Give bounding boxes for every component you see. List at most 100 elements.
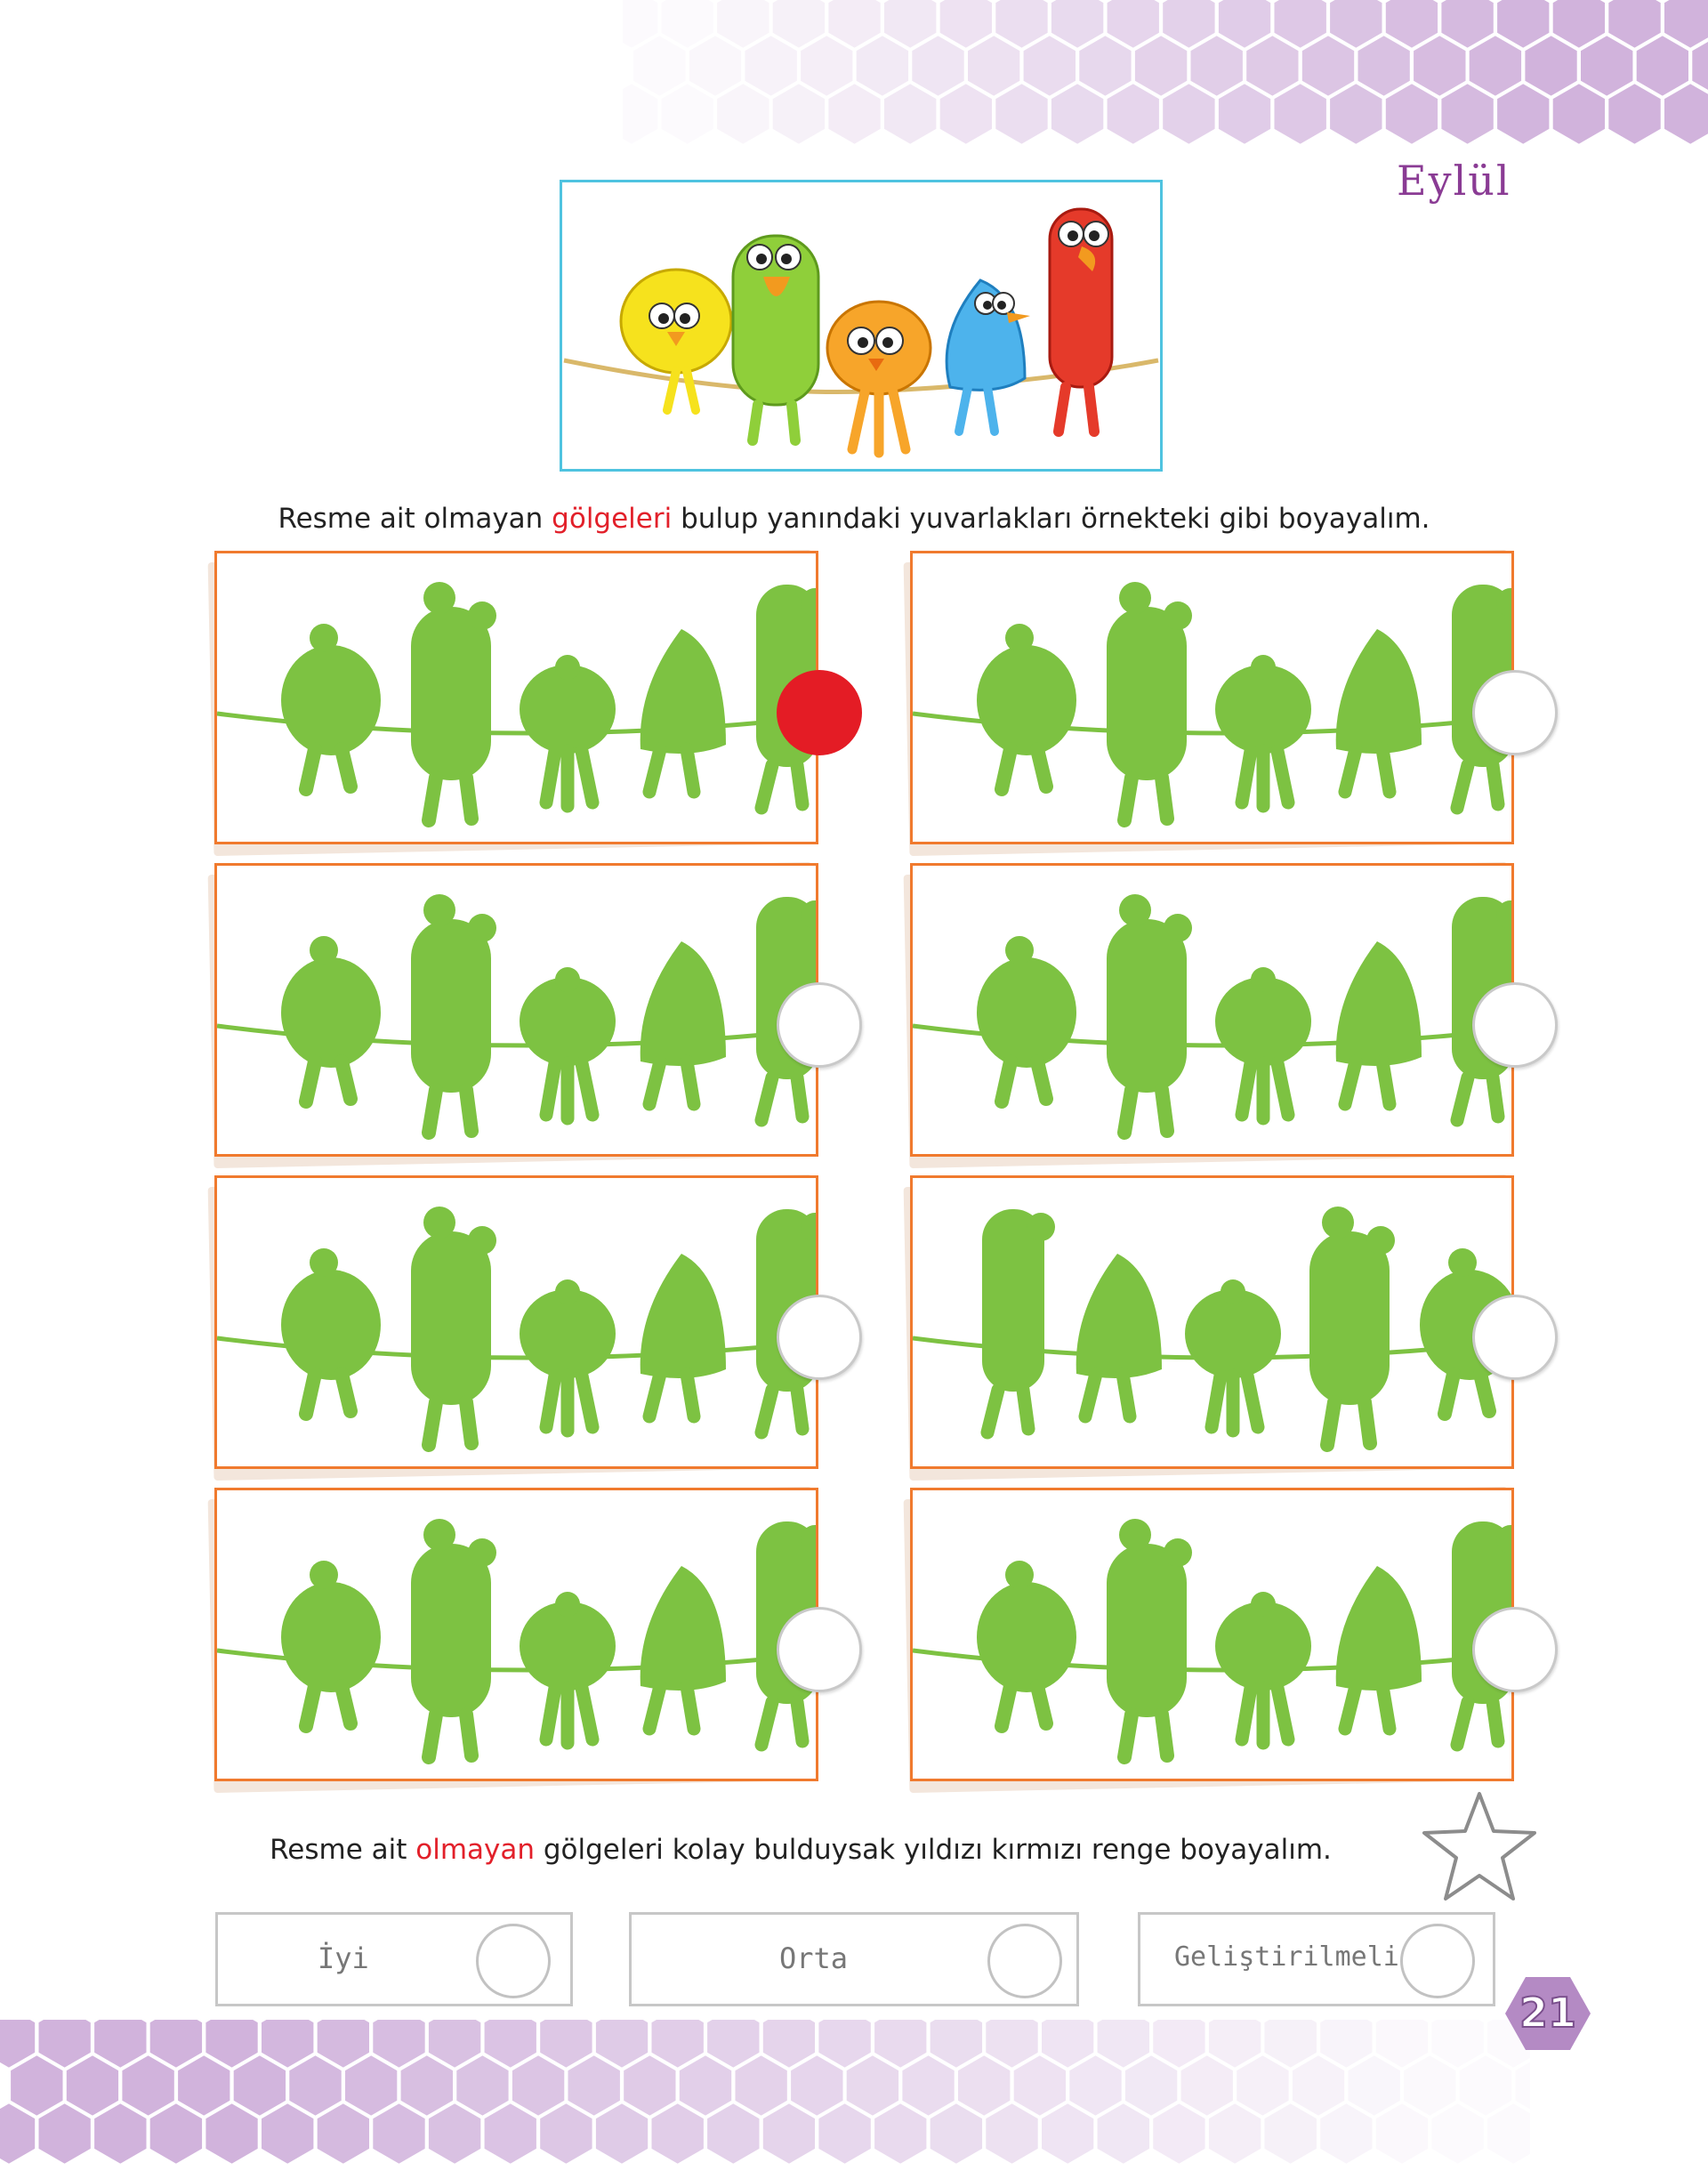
silhouette-tall-bird <box>411 1519 496 1764</box>
shadow-panel <box>214 1488 818 1781</box>
hexagon-shape <box>1103 79 1163 149</box>
answer-circle[interactable] <box>1472 1607 1558 1692</box>
hexagon-shape <box>1159 79 1219 149</box>
answer-circle-marked[interactable] <box>777 670 862 755</box>
hexagon-shape <box>369 2099 429 2168</box>
hexagon-shape <box>936 79 995 149</box>
star-outline-icon[interactable] <box>1419 1788 1540 1906</box>
hexagon-shape <box>1688 37 1708 94</box>
page-number: 21 <box>1519 1989 1576 2037</box>
answer-circle[interactable] <box>1472 1295 1558 1380</box>
hexagon-shape <box>35 2099 94 2168</box>
silhouette-pointy-bird <box>640 629 726 799</box>
silhouette-tall-bird <box>1309 1207 1395 1452</box>
blue-bird <box>945 278 1030 436</box>
shadow-panel <box>910 1175 1514 1469</box>
rating-medium-circle[interactable] <box>987 1924 1062 1998</box>
silhouette-pointy-bird <box>1076 1254 1162 1424</box>
rating-medium[interactable]: Orta <box>629 1912 1079 2006</box>
silhouette-round-bird <box>977 624 1076 796</box>
silhouette-round-bird <box>281 1561 381 1733</box>
month-title: Eylül <box>1397 157 1511 205</box>
answer-circle[interactable] <box>777 982 862 1068</box>
silhouette-pointy-bird <box>640 1254 726 1424</box>
shadow-panel <box>910 863 1514 1157</box>
rating-improve-circle[interactable] <box>1400 1924 1475 1998</box>
hexagon-shape <box>1382 79 1442 149</box>
hexagon-shape <box>480 2099 540 2168</box>
instruction-text-end: bulup yanındaki yuvarlakları örnekteki g… <box>672 503 1430 535</box>
silhouette-round-bird <box>281 624 381 796</box>
silhouette-pointy-bird <box>1335 1566 1422 1736</box>
answer-circle[interactable] <box>1472 982 1558 1068</box>
silhouette-tall-bird <box>1107 1519 1192 1764</box>
silhouette-pointy-bird <box>640 1566 726 1736</box>
green-bird <box>731 234 820 446</box>
hexagon-shape <box>1038 2099 1098 2168</box>
hexagon-shape <box>1214 79 1275 149</box>
silhouette-round-bird <box>281 936 381 1109</box>
answer-circle[interactable] <box>777 1607 862 1692</box>
hexagon-shape <box>1261 2099 1320 2168</box>
silhouette-round-bird <box>281 1248 381 1421</box>
silhouette-small-bird <box>1215 1592 1311 1750</box>
hexagon-shape <box>592 2099 652 2168</box>
hexagon-shape <box>713 79 773 149</box>
shadow-panel <box>214 551 818 844</box>
rating-good-circle[interactable] <box>476 1924 551 1998</box>
shadow-panel <box>214 1175 818 1469</box>
hexagon-shape <box>1661 79 1708 149</box>
hexagon-shape <box>926 2099 987 2168</box>
silhouette-pointy-bird <box>640 941 726 1111</box>
hexagon-shape <box>1204 2099 1265 2168</box>
rating-improve[interactable]: Geliştirilmeli <box>1138 1912 1495 2006</box>
silhouette-tall-bird <box>411 582 496 827</box>
silhouette-small-bird <box>1215 967 1311 1126</box>
instruction-text: Resme ait olmayan <box>278 503 552 535</box>
rating-good[interactable]: İyi <box>215 1912 573 2006</box>
rating-good-label: İyi <box>318 1941 369 1975</box>
orange-bird <box>826 300 932 458</box>
hexagon-shape <box>648 2099 707 2168</box>
hexagon-pattern-top <box>623 0 1708 149</box>
silhouette-tall-bird <box>411 1207 496 1452</box>
answer-circle[interactable] <box>1472 670 1558 755</box>
hexagon-shape <box>1149 2099 1209 2168</box>
self-assessment-instruction: Resme ait olmayan gölgeleri kolay bulduy… <box>0 1834 1655 1866</box>
yellow-bird <box>619 268 733 415</box>
shadow-panel <box>910 1488 1514 1781</box>
instruction-highlight: gölgeleri <box>552 503 673 535</box>
hexagon-shape <box>1326 79 1386 149</box>
silhouette-small-bird <box>520 1592 616 1750</box>
self-text-end: gölgeleri kolay bulduysak yıldızı kırmız… <box>535 1834 1332 1866</box>
hexagon-shape <box>1511 2057 1530 2114</box>
hexagon-pattern-bottom <box>0 2020 1530 2168</box>
answer-circle[interactable] <box>777 1295 862 1380</box>
silhouette-slim-bird <box>980 1209 1055 1440</box>
hexagon-shape <box>313 2099 373 2168</box>
hero-birds-illustration <box>560 180 1163 472</box>
hexagon-shape <box>1605 79 1664 149</box>
hexagon-shape <box>982 2099 1042 2168</box>
silhouette-round-bird <box>977 1561 1076 1733</box>
hexagon-shape <box>825 79 884 149</box>
silhouette-tall-bird <box>1107 582 1192 827</box>
silhouette-small-bird <box>520 655 616 813</box>
hexagon-shape <box>1093 2099 1153 2168</box>
hexagon-shape <box>1438 79 1497 149</box>
hexagon-shape <box>1372 2099 1432 2168</box>
hexagon-shape <box>1484 2099 1530 2168</box>
shadow-panel <box>910 551 1514 844</box>
self-highlight: olmayan <box>415 1834 536 1866</box>
page-number-badge: 21 <box>1505 1977 1591 2050</box>
silhouette-tall-bird <box>1107 894 1192 1140</box>
silhouette-tall-bird <box>411 894 496 1140</box>
red-bird <box>1048 207 1114 437</box>
silhouette-small-bird <box>520 1279 616 1438</box>
hexagon-shape <box>1428 2099 1487 2168</box>
silhouette-small-bird <box>1215 655 1311 813</box>
silhouette-small-bird <box>520 967 616 1126</box>
hexagon-shape <box>258 2099 318 2168</box>
silhouette-round-bird <box>977 936 1076 1109</box>
main-instruction: Resme ait olmayan gölgeleri bulup yanınd… <box>0 503 1708 535</box>
